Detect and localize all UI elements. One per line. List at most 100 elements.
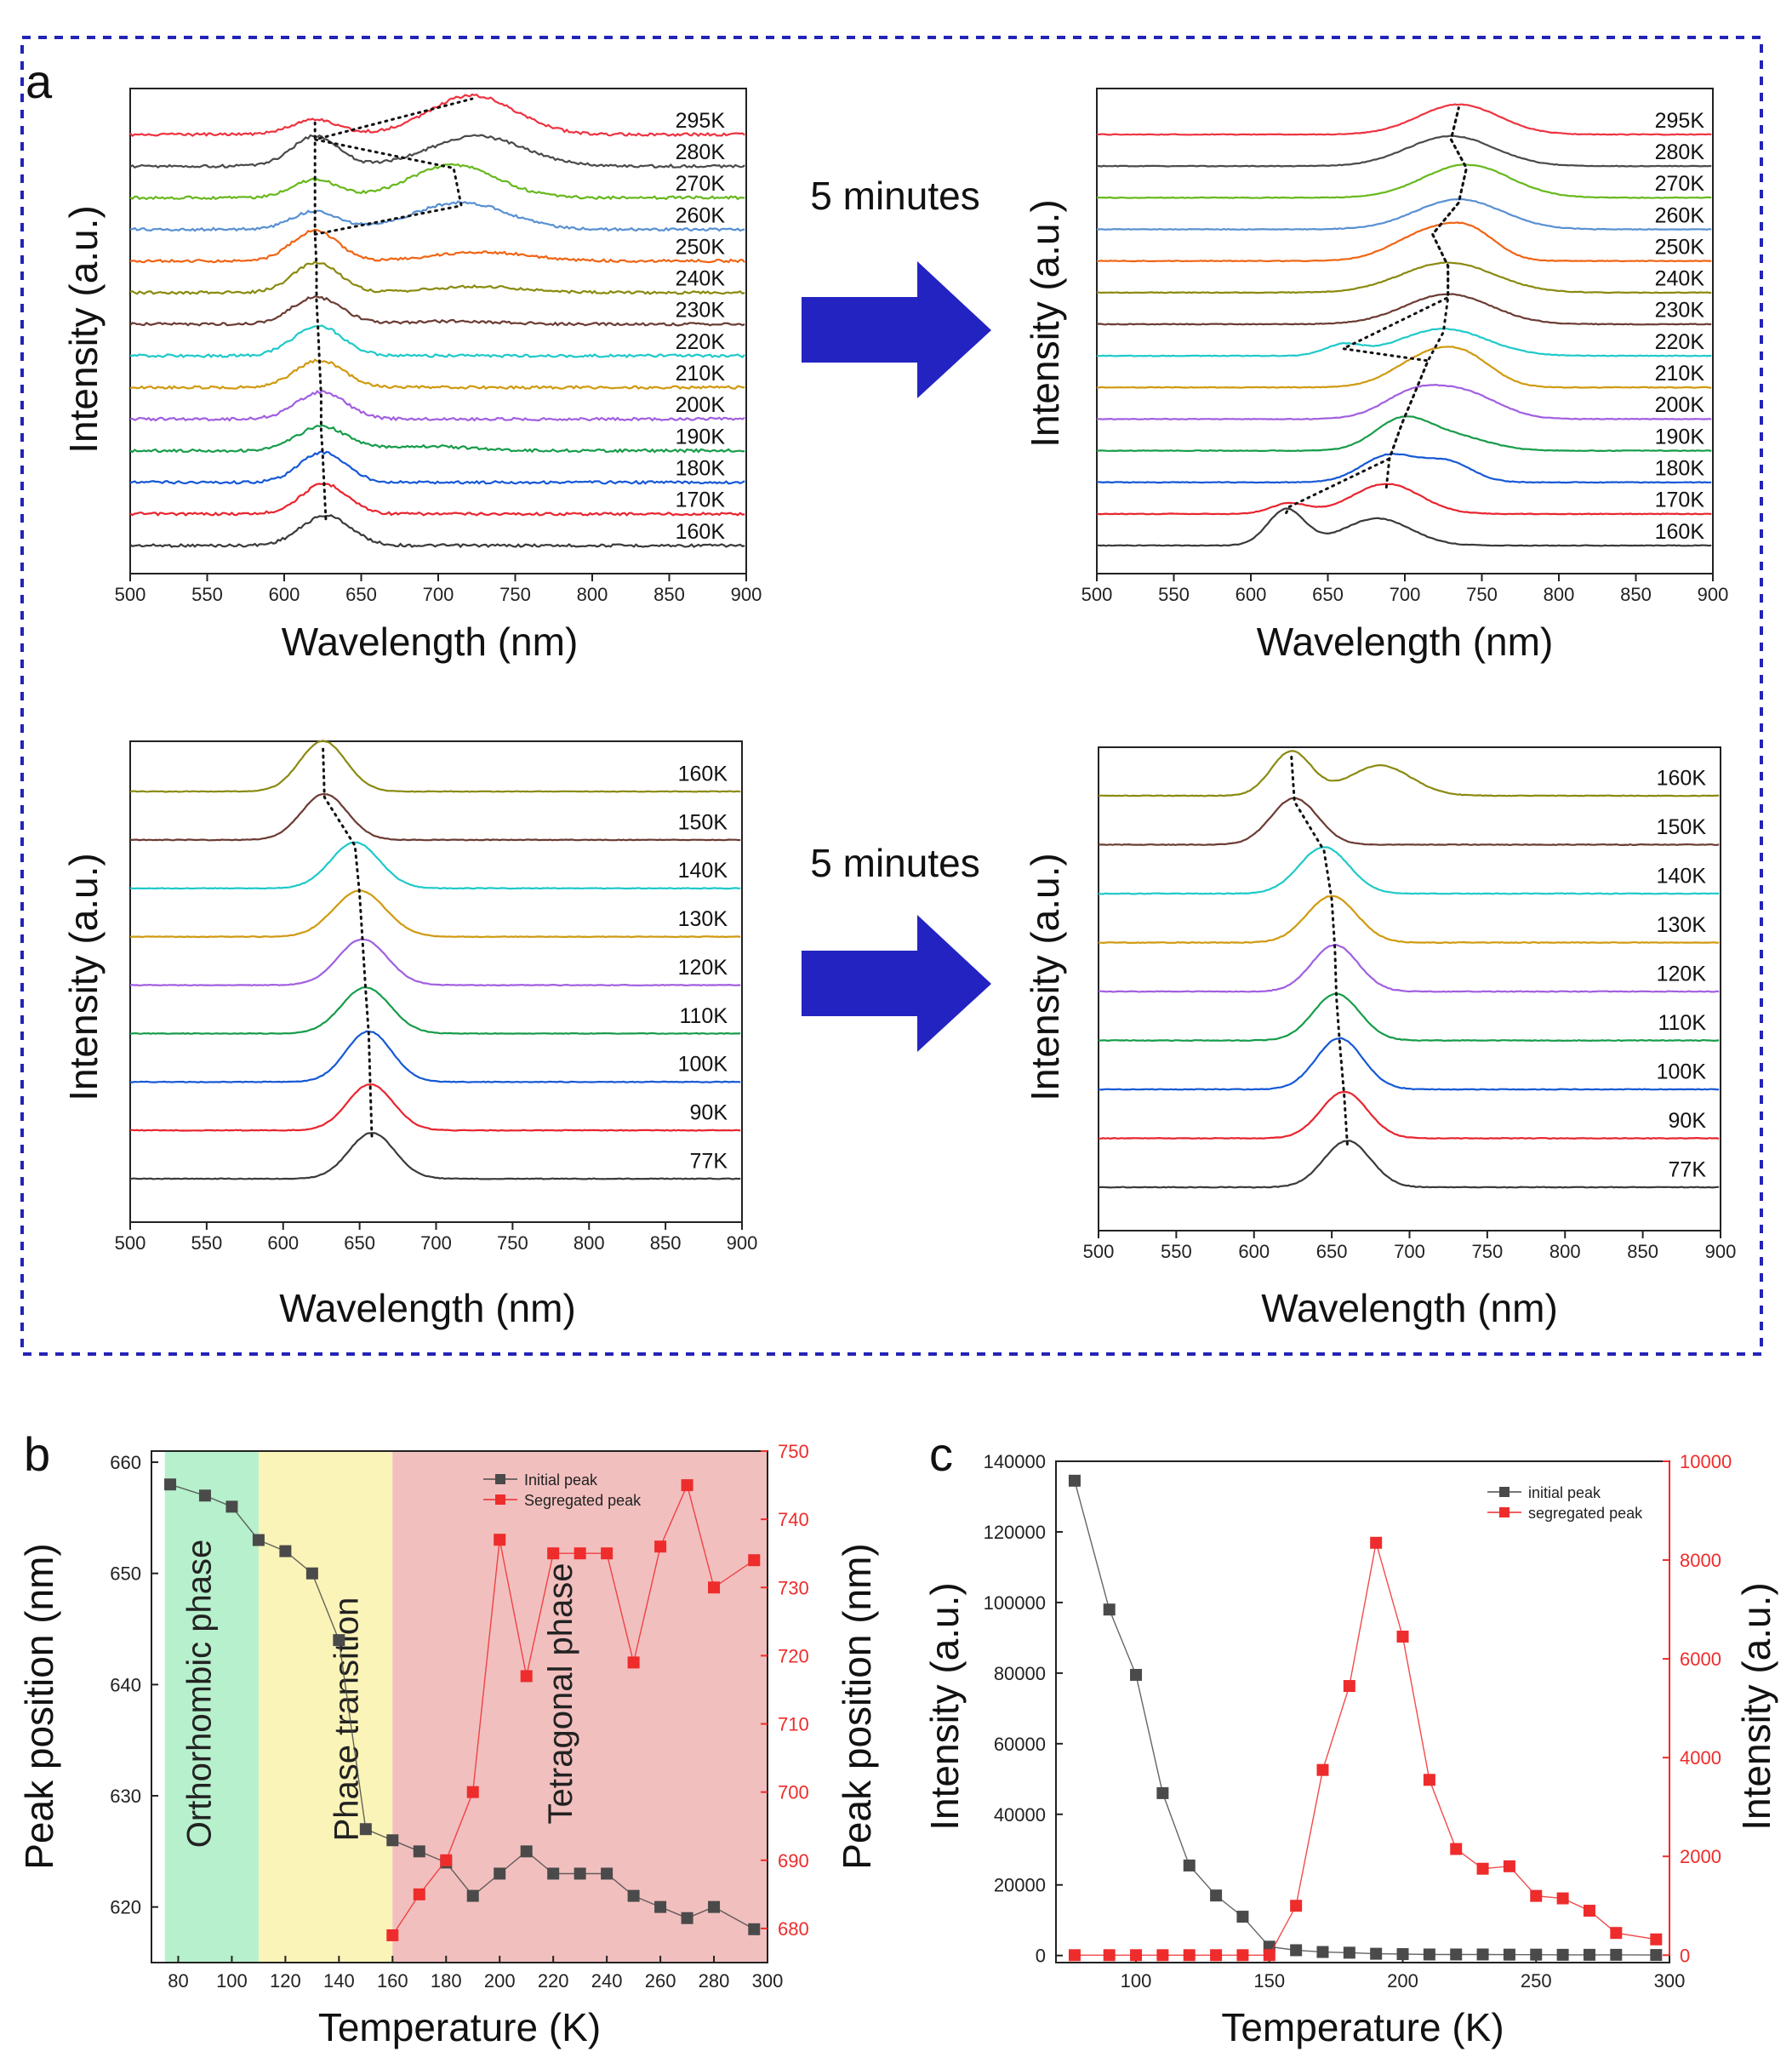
temperature-label: 220K bbox=[1655, 330, 1705, 354]
data-point bbox=[1423, 1774, 1435, 1786]
x-tick-label: 550 bbox=[191, 1232, 223, 1254]
data-point bbox=[1156, 1786, 1169, 1799]
plot-frame bbox=[1096, 88, 1714, 574]
data-point bbox=[654, 1900, 667, 1913]
x-tick-label: 900 bbox=[731, 584, 762, 605]
spectrum-190K bbox=[129, 424, 745, 454]
temperature-label: 270K bbox=[676, 172, 726, 196]
temperature-label: 77K bbox=[690, 1149, 728, 1173]
y2-tick-label: 10000 bbox=[1680, 1451, 1732, 1472]
data-point bbox=[1236, 1949, 1249, 1962]
spectrum-160K bbox=[1096, 507, 1712, 547]
x-tick-label: 850 bbox=[1627, 1241, 1658, 1262]
arrow-top: 5 minutes bbox=[802, 174, 991, 398]
spectrum-295K bbox=[1096, 103, 1712, 136]
temperature-label: 130K bbox=[678, 907, 728, 931]
legend-label: segregated peak bbox=[1528, 1505, 1643, 1522]
data-point bbox=[1423, 1948, 1435, 1961]
legend-label: Initial peak bbox=[524, 1472, 598, 1489]
data-point bbox=[333, 1634, 345, 1647]
spectrum-210K bbox=[1097, 346, 1712, 389]
spectrum-230K bbox=[129, 295, 745, 327]
x-tick-label: 600 bbox=[1238, 1241, 1270, 1262]
series-line-0 bbox=[1074, 1480, 1657, 1956]
legend-label: initial peak bbox=[1528, 1484, 1601, 1501]
x-tick-label: 100 bbox=[1121, 1970, 1152, 1992]
temperature-label: 260K bbox=[1655, 203, 1705, 227]
x-tick-label: 160 bbox=[377, 1970, 408, 1992]
y-axis-label: Intensity (a.u.) bbox=[1023, 199, 1067, 447]
data-point bbox=[1316, 1763, 1329, 1776]
segregated-peak-guide-line bbox=[313, 97, 474, 236]
temperature-label: 170K bbox=[1655, 489, 1705, 512]
spectrum-110K bbox=[129, 986, 741, 1035]
panel-label-b: b bbox=[24, 1427, 50, 1481]
x-tick-label: 850 bbox=[653, 584, 685, 605]
y-tick-label: 100000 bbox=[984, 1592, 1046, 1614]
data-point bbox=[1183, 1949, 1196, 1962]
x-tick-label: 800 bbox=[1544, 584, 1575, 605]
plot-frame bbox=[129, 88, 747, 574]
data-point bbox=[1396, 1631, 1409, 1643]
temperature-label: 220K bbox=[676, 330, 726, 354]
x-tick-label: 650 bbox=[345, 584, 377, 605]
data-point bbox=[1556, 1948, 1569, 1961]
x-tick-label: 260 bbox=[645, 1970, 676, 1992]
spectrum-200K bbox=[1096, 383, 1712, 420]
x-tick-label: 500 bbox=[115, 1232, 146, 1254]
y2-tick-label: 8000 bbox=[1680, 1550, 1721, 1571]
data-point bbox=[1476, 1862, 1489, 1875]
x-tick-label: 600 bbox=[267, 1232, 299, 1254]
x-tick-label: 750 bbox=[497, 1232, 528, 1254]
spectrum-240K bbox=[1096, 260, 1712, 294]
data-point bbox=[1210, 1949, 1223, 1962]
panel-label-a: a bbox=[26, 54, 53, 108]
data-point bbox=[1503, 1948, 1515, 1961]
temperature-label: 190K bbox=[1655, 425, 1705, 449]
data-point bbox=[1290, 1900, 1303, 1912]
x-axis-label: Wavelength (nm) bbox=[279, 1286, 576, 1330]
temperature-label: 280K bbox=[1655, 140, 1705, 164]
data-point bbox=[1556, 1892, 1569, 1905]
spectra-panel-a2: 500 550 600 650 700 750 800 850 900 Wavelength (n… bbox=[1023, 88, 1728, 664]
x-tick-label: 750 bbox=[1472, 1241, 1504, 1262]
data-point bbox=[601, 1547, 614, 1560]
x-tick-label: 80 bbox=[168, 1970, 188, 1992]
x-tick-label: 600 bbox=[269, 584, 300, 605]
series-line-1 bbox=[1074, 1542, 1657, 1956]
spectrum-160K bbox=[1098, 750, 1720, 797]
x-tick-label: 700 bbox=[1394, 1241, 1425, 1262]
spectrum-240K bbox=[129, 260, 745, 295]
x-tick-label: 750 bbox=[499, 584, 531, 605]
y2-tick-label: 700 bbox=[778, 1782, 809, 1803]
x-tick-label: 700 bbox=[420, 1232, 452, 1254]
y-tick-label: 80000 bbox=[994, 1663, 1046, 1684]
y2-tick-label: 680 bbox=[778, 1918, 809, 1940]
spectrum-220K bbox=[129, 324, 745, 359]
data-point bbox=[708, 1581, 721, 1594]
data-point bbox=[1503, 1860, 1515, 1872]
data-point bbox=[1263, 1949, 1276, 1962]
data-point bbox=[1316, 1946, 1329, 1958]
legend-label: Segregated peak bbox=[524, 1492, 642, 1509]
temperature-label: 295K bbox=[676, 109, 726, 133]
temperature-label: 270K bbox=[1655, 172, 1705, 196]
spectrum-77K bbox=[1098, 1140, 1720, 1189]
legend-marker bbox=[495, 1494, 505, 1505]
y-tick-label: 650 bbox=[110, 1563, 141, 1585]
x-axis-label: Wavelength (nm) bbox=[1261, 1286, 1558, 1330]
data-point bbox=[681, 1912, 693, 1924]
data-point bbox=[198, 1489, 211, 1502]
y-axis-label: Intensity (a.u.) bbox=[1023, 853, 1067, 1100]
y-axis-label: Intensity (a.u.) bbox=[922, 1582, 967, 1830]
data-point bbox=[1583, 1948, 1595, 1961]
spectrum-270K bbox=[129, 163, 745, 201]
data-point bbox=[748, 1923, 761, 1935]
data-point bbox=[654, 1540, 667, 1553]
spectrum-270K bbox=[1096, 163, 1712, 199]
spectrum-130K bbox=[129, 889, 741, 939]
spectrum-130K bbox=[1098, 894, 1720, 945]
temperature-label: 140K bbox=[1657, 864, 1707, 888]
y-axis-label: Intensity (a.u.) bbox=[61, 853, 106, 1100]
